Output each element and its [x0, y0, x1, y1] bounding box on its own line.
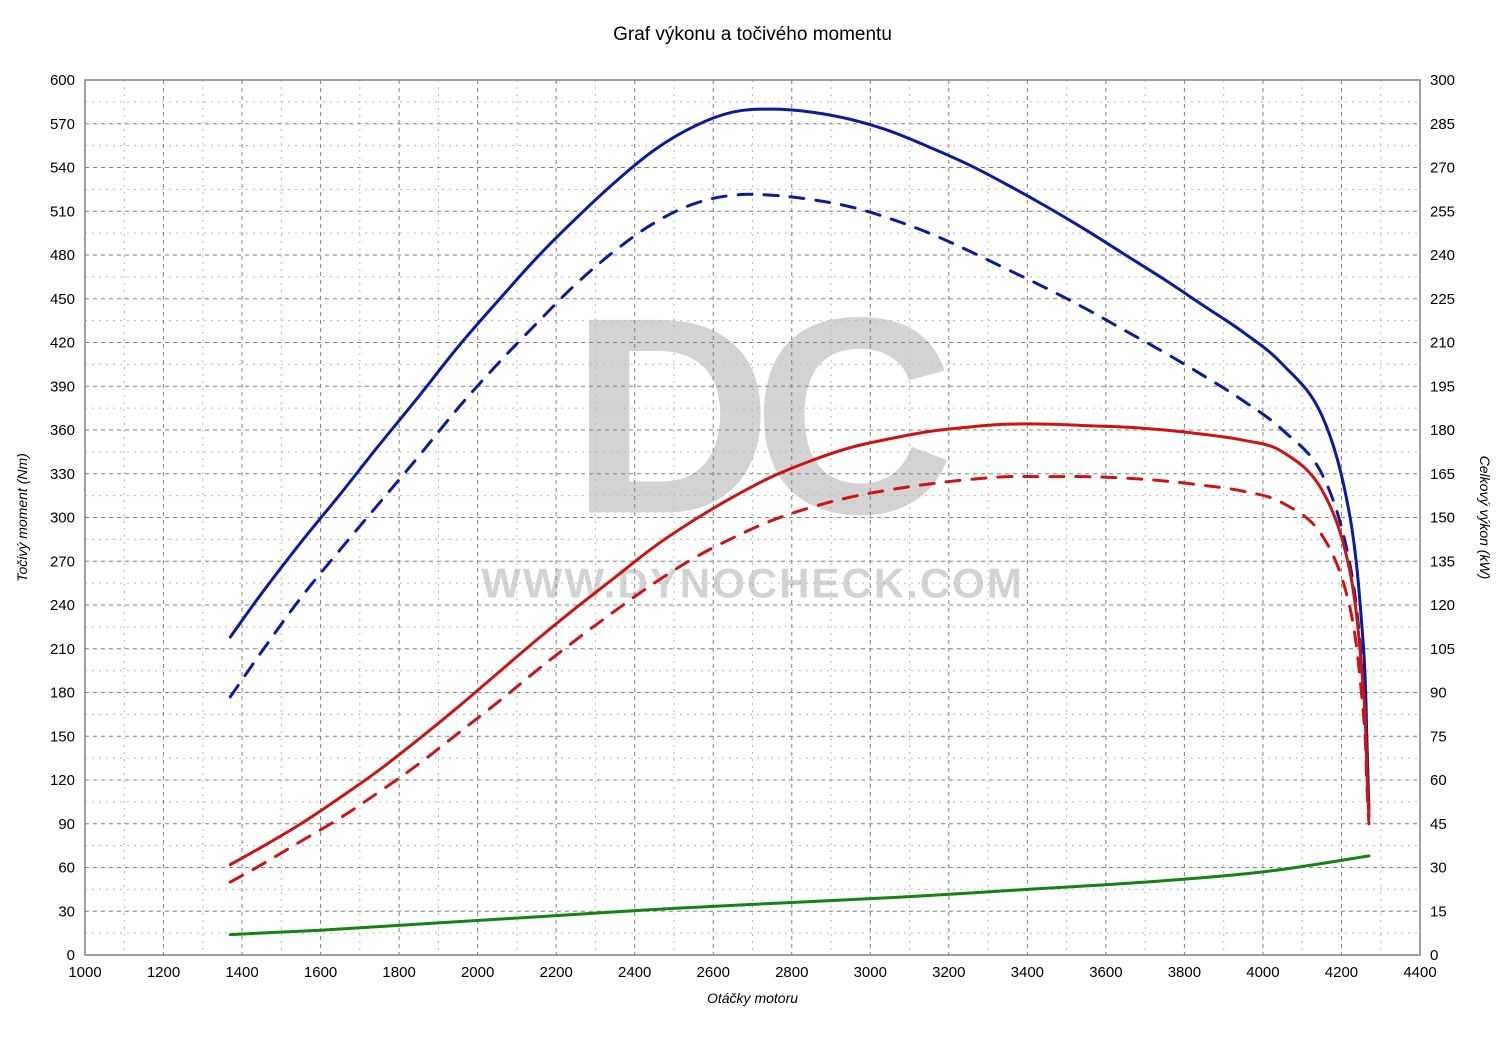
y-right-axis-label: Celkový výkon (kW)	[1477, 456, 1493, 580]
x-tick: 1200	[147, 964, 180, 981]
chart-svg: DCWWW.DYNOCHECK.COM100012001400160018002…	[0, 0, 1500, 1040]
x-tick: 2800	[775, 964, 808, 981]
y-left-tick: 180	[50, 685, 75, 702]
y-right-tick: 225	[1430, 291, 1455, 308]
y-left-axis-label: Točivý moment (Nm)	[14, 453, 30, 582]
y-left-tick: 570	[50, 116, 75, 133]
x-tick: 1800	[382, 964, 415, 981]
y-right-tick: 105	[1430, 641, 1455, 658]
x-tick: 3400	[1011, 964, 1044, 981]
y-right-tick: 135	[1430, 553, 1455, 570]
y-left-tick: 420	[50, 335, 75, 352]
x-tick: 4000	[1246, 964, 1279, 981]
y-right-tick: 60	[1430, 772, 1447, 789]
y-right-tick: 75	[1430, 728, 1447, 745]
y-left-tick: 390	[50, 378, 75, 395]
y-left-tick: 270	[50, 553, 75, 570]
x-tick: 1000	[68, 964, 101, 981]
y-left-tick: 30	[58, 903, 75, 920]
svg-text:DC: DC	[570, 261, 949, 573]
y-left-tick: 120	[50, 772, 75, 789]
x-axis-label: Otáčky motoru	[707, 990, 798, 1006]
dyno-chart: DCWWW.DYNOCHECK.COM100012001400160018002…	[0, 0, 1500, 1040]
y-right-tick: 90	[1430, 685, 1447, 702]
y-left-tick: 450	[50, 291, 75, 308]
y-left-tick: 360	[50, 422, 75, 439]
x-tick: 2000	[461, 964, 494, 981]
y-right-tick: 165	[1430, 466, 1455, 483]
x-tick: 2600	[697, 964, 730, 981]
y-left-tick: 0	[67, 947, 75, 964]
y-right-tick: 150	[1430, 510, 1455, 527]
y-right-tick: 15	[1430, 903, 1447, 920]
x-tick: 3800	[1168, 964, 1201, 981]
y-right-tick: 270	[1430, 160, 1455, 177]
y-right-tick: 45	[1430, 816, 1447, 833]
y-left-tick: 60	[58, 860, 75, 877]
x-tick: 1400	[225, 964, 258, 981]
y-right-tick: 180	[1430, 422, 1455, 439]
y-right-tick: 120	[1430, 597, 1455, 614]
x-tick: 4200	[1325, 964, 1358, 981]
y-left-tick: 600	[50, 72, 75, 89]
y-left-tick: 540	[50, 160, 75, 177]
y-left-tick: 150	[50, 728, 75, 745]
y-right-tick: 240	[1430, 247, 1455, 264]
y-left-tick: 330	[50, 466, 75, 483]
y-left-tick: 210	[50, 641, 75, 658]
y-right-tick: 195	[1430, 378, 1455, 395]
y-left-tick: 90	[58, 816, 75, 833]
y-right-tick: 300	[1430, 72, 1455, 89]
x-tick: 2200	[539, 964, 572, 981]
x-tick: 1600	[304, 964, 337, 981]
x-tick: 2400	[618, 964, 651, 981]
y-left-tick: 240	[50, 597, 75, 614]
y-left-tick: 300	[50, 510, 75, 527]
y-right-tick: 285	[1430, 116, 1455, 133]
x-tick: 3600	[1089, 964, 1122, 981]
y-right-tick: 255	[1430, 203, 1455, 220]
x-tick: 3000	[854, 964, 887, 981]
y-right-tick: 30	[1430, 860, 1447, 877]
chart-title: Graf výkonu a točivého momentu	[613, 24, 892, 45]
x-tick: 3200	[932, 964, 965, 981]
y-right-tick: 0	[1430, 947, 1438, 964]
y-right-tick: 210	[1430, 335, 1455, 352]
x-tick: 4400	[1403, 964, 1436, 981]
y-left-tick: 480	[50, 247, 75, 264]
y-left-tick: 510	[50, 203, 75, 220]
